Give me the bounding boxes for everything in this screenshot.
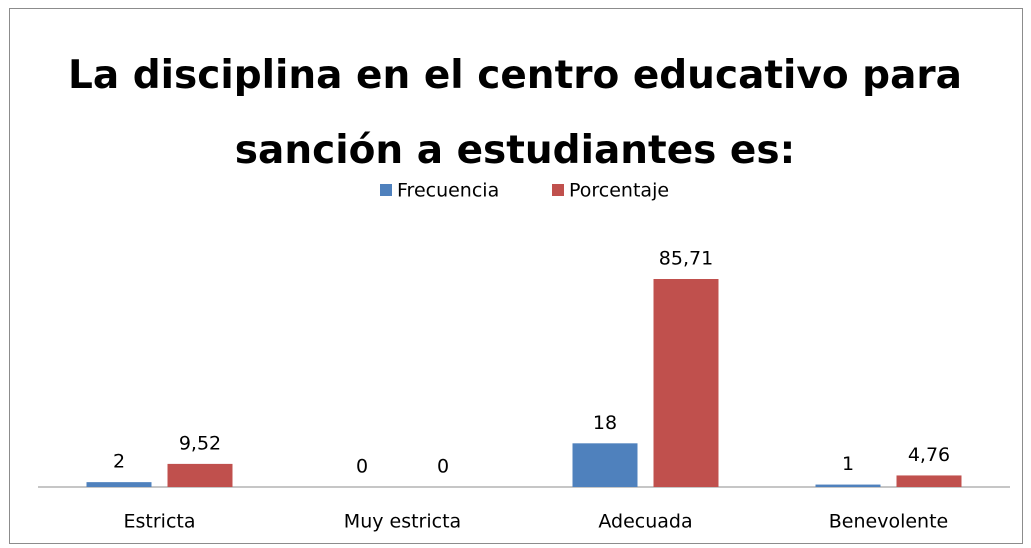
x-tick-label: Muy estricta	[344, 511, 461, 533]
x-tick-label: Benevolente	[829, 511, 948, 533]
bar	[815, 484, 881, 487]
data-label: 85,71	[659, 248, 713, 270]
chart-frame	[9, 8, 1023, 544]
bar	[167, 463, 233, 487]
legend-swatch	[380, 184, 392, 196]
data-label: 9,52	[179, 432, 221, 454]
legend-label: Porcentaje	[569, 180, 669, 202]
bar	[572, 443, 638, 487]
bar	[86, 482, 152, 487]
x-tick-label: Adecuada	[598, 511, 692, 533]
data-label: 1	[842, 453, 854, 475]
data-label: 2	[113, 451, 125, 473]
data-label: 0	[437, 456, 449, 478]
data-label: 18	[593, 412, 617, 434]
data-label: 0	[356, 456, 368, 478]
legend-swatch	[552, 184, 564, 196]
bar	[653, 279, 719, 487]
x-tick-label: Estricta	[124, 511, 196, 533]
data-label: 4,76	[908, 444, 950, 466]
chart-title: La disciplina en el centro educativo par…	[68, 53, 962, 173]
legend-label: Frecuencia	[397, 180, 499, 202]
bar	[896, 475, 962, 487]
